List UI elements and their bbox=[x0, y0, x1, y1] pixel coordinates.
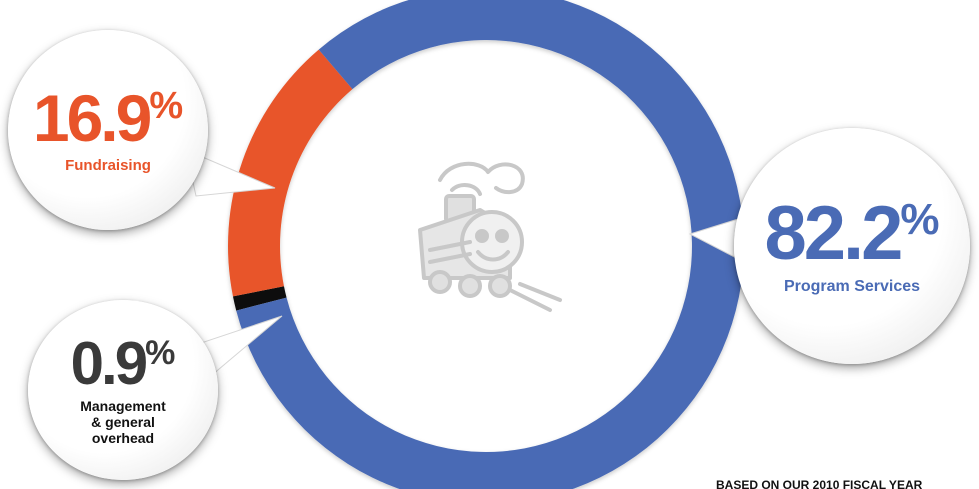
management-percent-sign: % bbox=[145, 333, 176, 372]
fundraising-percent: 16.9% bbox=[33, 85, 183, 151]
management-percent: 0.9% bbox=[70, 329, 176, 397]
slice-management-general-overhead bbox=[232, 286, 287, 311]
management-percent-value: 0.9 bbox=[70, 329, 148, 397]
management-label-line-3: overhead bbox=[91, 430, 155, 447]
smiling-train-icon bbox=[418, 161, 562, 312]
fundraising-label: Fundraising bbox=[65, 157, 151, 175]
program-services-callout: 82.2% Program Services bbox=[734, 128, 970, 364]
management-label-line-2: & general bbox=[91, 413, 155, 430]
program-services-percent-value: 82.2 bbox=[764, 190, 903, 276]
management-callout: 0.9% Management & general overhead bbox=[28, 300, 218, 480]
program-services-label: Program Services bbox=[783, 277, 921, 295]
management-label-line-1: Management bbox=[80, 397, 166, 414]
fundraising-callout: 16.9% Fundraising bbox=[8, 30, 208, 230]
footnote: BASED ON OUR 2010 FISCAL YEAR bbox=[716, 478, 923, 489]
slice-fundraising bbox=[228, 49, 353, 297]
fundraising-percent-value: 16.9 bbox=[32, 81, 152, 156]
management-label: Management & general overhead bbox=[80, 398, 166, 446]
program-services-percent: 82.2% bbox=[764, 190, 940, 276]
program-services-percent-sign: % bbox=[900, 194, 940, 244]
fundraising-percent-sign: % bbox=[149, 85, 184, 128]
